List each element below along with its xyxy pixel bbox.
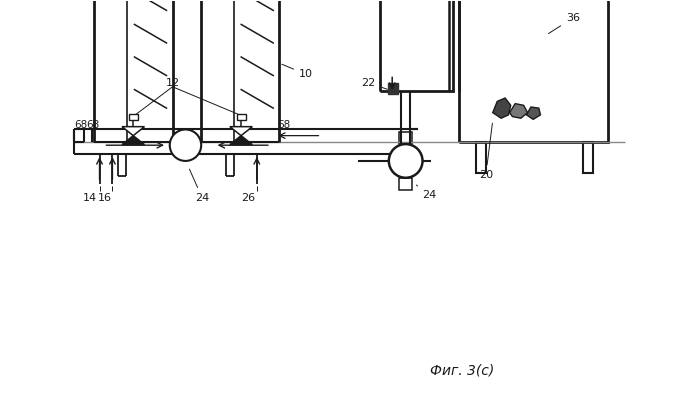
Bar [399, 132, 412, 144]
Text: 24: 24 [189, 169, 209, 203]
Polygon shape [230, 127, 252, 136]
Circle shape [170, 129, 201, 161]
Bar [583, 142, 593, 173]
Text: 26: 26 [241, 193, 255, 203]
Text: 20: 20 [479, 123, 493, 180]
Text: 36: 36 [549, 13, 579, 34]
Polygon shape [510, 104, 528, 118]
Text: 22: 22 [361, 78, 387, 89]
Text: 68: 68 [74, 120, 87, 130]
Bar [476, 142, 486, 173]
Text: 68: 68 [87, 120, 100, 130]
Bar [388, 83, 398, 94]
Bar [380, 0, 454, 91]
Bar [236, 114, 245, 120]
Text: 16: 16 [98, 193, 112, 203]
Text: 38: 38 [0, 395, 1, 396]
Bar [399, 178, 412, 190]
Circle shape [389, 144, 422, 178]
Polygon shape [122, 127, 145, 136]
Text: Фиг. 3(c): Фиг. 3(c) [430, 364, 494, 378]
Bar [129, 114, 138, 120]
Polygon shape [493, 98, 511, 118]
Polygon shape [122, 136, 145, 145]
Text: 24: 24 [417, 185, 437, 200]
Text: 68: 68 [278, 120, 291, 130]
Polygon shape [230, 136, 252, 145]
Text: 14: 14 [83, 193, 97, 203]
Text: 10: 10 [282, 64, 313, 79]
Text: 12: 12 [166, 78, 180, 88]
Polygon shape [526, 107, 540, 119]
